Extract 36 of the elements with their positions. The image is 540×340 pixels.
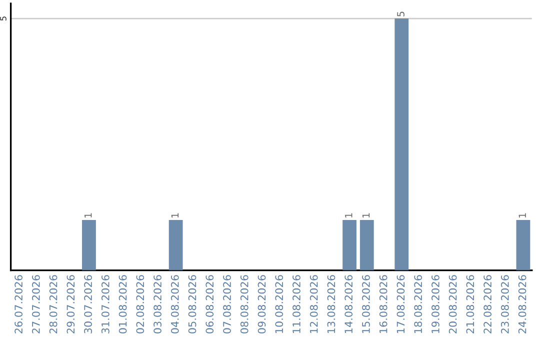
data-label: 1 (84, 213, 92, 218)
x-tick-label: 08.08.2026 (240, 275, 248, 334)
x-tick-label: 21.08.2026 (466, 275, 474, 334)
x-tick-label: 31.07.2026 (101, 275, 110, 334)
data-label: 1 (171, 213, 178, 218)
x-tick-label: 17.08.2026 (396, 275, 405, 333)
x-tick-label: 20.08.2026 (448, 275, 457, 334)
x-tick-label: 29.07.2026 (66, 275, 75, 334)
x-tick-label: 22.08.2026 (484, 275, 492, 334)
x-tick-label: 05.08.2026 (188, 275, 196, 334)
x-tick-label: 16.08.2026 (379, 275, 388, 333)
x-tick-label: 11.08.2026 (292, 275, 300, 333)
data-label: 1 (518, 213, 526, 218)
data-label: 1 (345, 213, 352, 218)
x-tick-label: 12.08.2026 (310, 275, 318, 333)
x-tick-label: 15.08.2026 (362, 275, 370, 333)
x-tick-label: 01.08.2026 (118, 275, 127, 334)
x-tick-label: 14.08.2026 (344, 275, 353, 333)
x-tick-label: 27.07.2026 (32, 275, 40, 334)
x-tick-label: 30.07.2026 (84, 275, 92, 334)
data-label: 1 (362, 213, 370, 218)
x-tick-label: 26.07.2026 (14, 275, 23, 334)
x-tick-label: 02.08.2026 (136, 275, 144, 334)
x-tick-label: 13.08.2026 (327, 275, 336, 333)
x-tick-label: 07.08.2026 (223, 275, 231, 334)
x-tick-label: 03.08.2026 (154, 275, 162, 334)
x-tick-label: 28.07.2026 (49, 275, 58, 334)
x-tick-label: 24.08.2026 (518, 275, 526, 334)
x-tick-label: 10.08.2026 (275, 275, 284, 333)
x-tick-label: 23.08.2026 (500, 275, 509, 334)
data-label: 5 (397, 12, 404, 16)
x-tick-label: 06.08.2026 (206, 275, 214, 334)
x-tick-label: 19.08.2026 (432, 275, 440, 333)
x-tick-label: 04.08.2026 (170, 275, 179, 334)
x-tick-label: 09.08.2026 (258, 275, 266, 334)
x-tick-label: 18.08.2026 (414, 275, 422, 333)
